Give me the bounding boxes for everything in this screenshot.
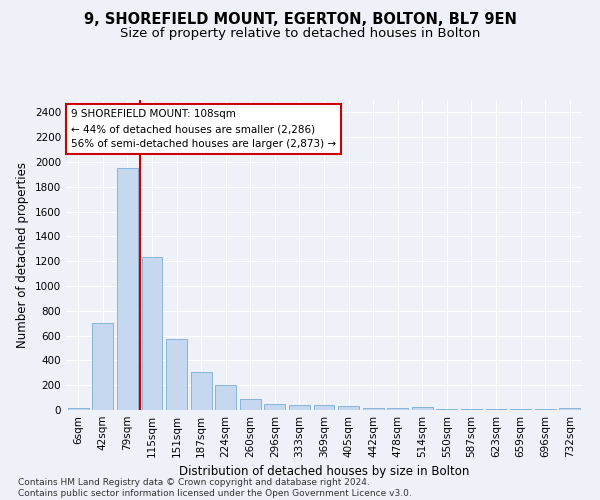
Text: 9 SHOREFIELD MOUNT: 108sqm
← 44% of detached houses are smaller (2,286)
56% of s: 9 SHOREFIELD MOUNT: 108sqm ← 44% of deta… [71, 110, 336, 149]
Y-axis label: Number of detached properties: Number of detached properties [16, 162, 29, 348]
X-axis label: Distribution of detached houses by size in Bolton: Distribution of detached houses by size … [179, 466, 469, 478]
Bar [362, 408, 383, 410]
Bar [387, 408, 408, 410]
Bar [191, 372, 212, 410]
Bar [68, 408, 89, 410]
Bar [265, 404, 286, 410]
Text: Size of property relative to detached houses in Bolton: Size of property relative to detached ho… [120, 28, 480, 40]
Bar [338, 406, 359, 410]
Bar [289, 406, 310, 410]
Bar [559, 408, 580, 410]
Bar [142, 258, 163, 410]
Text: 9, SHOREFIELD MOUNT, EGERTON, BOLTON, BL7 9EN: 9, SHOREFIELD MOUNT, EGERTON, BOLTON, BL… [83, 12, 517, 28]
Bar [215, 385, 236, 410]
Bar [92, 323, 113, 410]
Bar [436, 409, 457, 410]
Bar [412, 407, 433, 410]
Text: Contains HM Land Registry data © Crown copyright and database right 2024.
Contai: Contains HM Land Registry data © Crown c… [18, 478, 412, 498]
Bar [117, 168, 138, 410]
Bar [314, 406, 334, 410]
Bar [166, 338, 187, 410]
Bar [240, 400, 261, 410]
